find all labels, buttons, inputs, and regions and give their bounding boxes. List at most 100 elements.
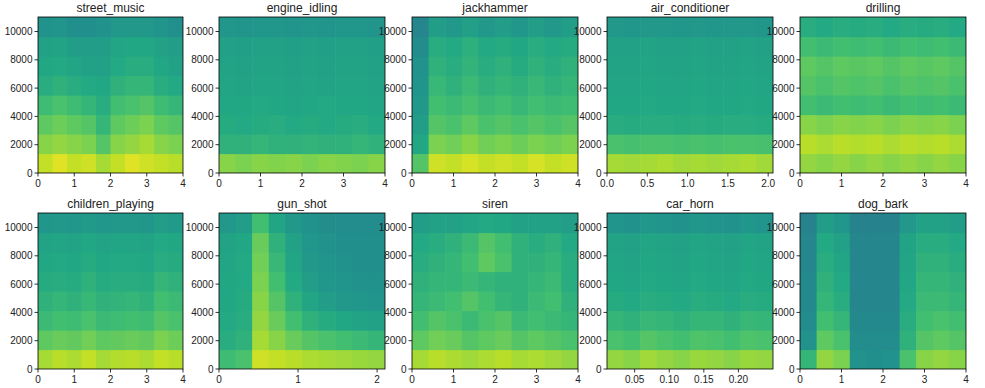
spectrogram-cell (850, 291, 867, 311)
spectrogram-cell (756, 154, 773, 174)
spectrogram-cell (368, 134, 385, 154)
y-tick (409, 173, 413, 174)
x-tick (687, 173, 688, 177)
x-tick (669, 369, 670, 373)
spectrogram-cell (916, 213, 933, 233)
spectrogram-cell (561, 252, 578, 272)
y-tick-label: 4000 (579, 307, 602, 318)
spectrogram-cell (690, 272, 707, 292)
spectrogram-cell (368, 350, 385, 370)
y-tick-label: 8000 (191, 54, 214, 65)
spectrogram-cell (429, 76, 446, 96)
spectrogram-cell (219, 115, 236, 135)
x-tick-label: 2 (374, 374, 380, 385)
y-tick-label: 8000 (191, 250, 214, 261)
spectrogram-cell (352, 311, 369, 331)
spectrogram-panel: street_music012340200040006000800010000 (5, 1, 187, 189)
x-tick-label: 4 (963, 374, 969, 385)
spectrogram-cell (67, 272, 82, 292)
x-tick-label: 0 (35, 178, 41, 189)
spectrogram-cell (154, 233, 169, 253)
spectrogram-cell (319, 134, 336, 154)
y-tick-label: 2000 (772, 139, 795, 150)
spectrogram-cell (900, 17, 917, 37)
spectrogram-cell (236, 134, 253, 154)
spectrogram-cell (219, 233, 236, 253)
spectrogram-cell (219, 17, 236, 37)
spectrogram-cell (111, 95, 126, 115)
spectrogram-cell (140, 233, 155, 253)
spectrogram-cell (335, 76, 352, 96)
spectrogram-cell (900, 272, 917, 292)
spectrogram-cell (707, 350, 724, 370)
spectrogram-cell (67, 350, 82, 370)
spectrogram-cell (67, 76, 82, 96)
spectrogram-cell (38, 56, 53, 76)
spectrogram-cell (252, 37, 269, 57)
panel-title: dog_bark (858, 197, 909, 211)
spectrogram-cell (236, 272, 253, 292)
spectrogram-cell (866, 134, 883, 154)
spectrogram-cell (740, 37, 757, 57)
spectrogram-cell (916, 154, 933, 174)
spectrogram-cell (866, 17, 883, 37)
spectrogram-cell (949, 154, 966, 174)
spectrogram-cell (512, 272, 529, 292)
spectrogram-cell (429, 350, 446, 370)
spectrogram-cell (756, 350, 773, 370)
x-tick-label: 4 (180, 178, 186, 189)
spectrogram-cell (96, 37, 111, 57)
y-tick (216, 284, 220, 285)
spectrogram-cell (96, 272, 111, 292)
spectrogram-cell (740, 252, 757, 272)
x-tick (298, 369, 299, 373)
spectrogram-cell (319, 154, 336, 174)
spectrogram-cell (252, 17, 269, 37)
spectrogram-cell (707, 233, 724, 253)
y-tick (797, 255, 801, 256)
spectrogram-cell (800, 115, 817, 135)
spectrogram-cell (169, 17, 184, 37)
spectrogram-cell (640, 115, 657, 135)
x-tick-label: 2 (880, 374, 886, 385)
spectrogram-cell (302, 115, 319, 135)
y-tick-label: 0 (27, 364, 33, 375)
x-tick-label: 3 (144, 178, 150, 189)
x-tick (536, 173, 537, 177)
spectrogram-cell (866, 56, 883, 76)
spectrogram-cell (933, 233, 950, 253)
spectrogram-cell (462, 291, 479, 311)
spectrogram-cell (169, 252, 184, 272)
axes-frame (800, 17, 966, 173)
spectrogram-cell (38, 233, 53, 253)
spectrogram-cell (96, 330, 111, 350)
spectrogram-cell (850, 330, 867, 350)
spectrogram-cell (949, 272, 966, 292)
y-tick-label: 2000 (579, 139, 602, 150)
spectrogram-cell (707, 115, 724, 135)
y-tick (35, 284, 39, 285)
x-tick (302, 173, 303, 177)
spectrogram-cell (900, 291, 917, 311)
spectrogram-cell (817, 115, 834, 135)
spectrogram-cell (219, 154, 236, 174)
spectrogram-cell (624, 154, 641, 174)
spectrogram-cell (495, 76, 512, 96)
spectrogram-cell (335, 330, 352, 350)
spectrogram-cell (67, 115, 82, 135)
spectrogram-cell (302, 17, 319, 37)
spectrogram-cell (319, 76, 336, 96)
spectrogram-cell (53, 233, 68, 253)
spectrogram-cell (154, 311, 169, 331)
spectrogram-cell (545, 350, 562, 370)
spectrogram-cell (723, 350, 740, 370)
y-tick (216, 144, 220, 145)
spectrogram-cell (545, 252, 562, 272)
y-tick (797, 116, 801, 117)
y-tick (35, 116, 39, 117)
spectrogram-cell (624, 291, 641, 311)
spectrogram-cell (933, 350, 950, 370)
spectrogram-cell (916, 252, 933, 272)
spectrogram-cell (462, 56, 479, 76)
x-tick-label: 4 (575, 178, 581, 189)
